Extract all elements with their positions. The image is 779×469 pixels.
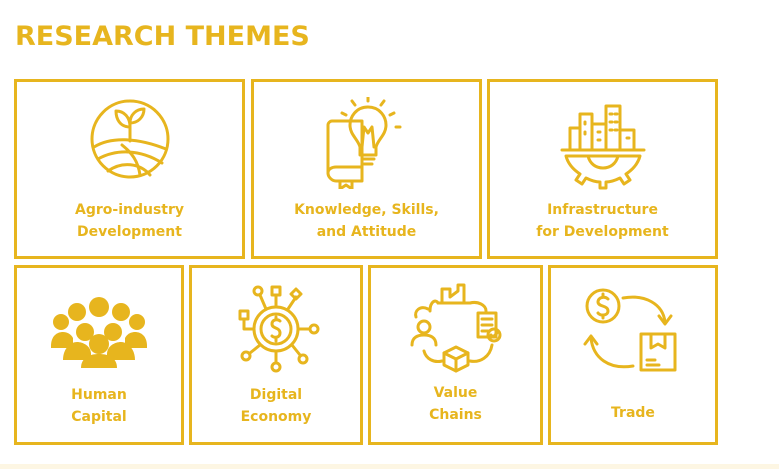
theme-card-human-capital[interactable]: Human Capital (14, 265, 184, 445)
theme-card-value-chains[interactable]: Value Chains (368, 265, 543, 445)
book-lightbulb-icon (326, 97, 401, 189)
theme-label-line: Infrastructure (547, 202, 658, 218)
theme-label-line: Trade (611, 405, 655, 421)
bottom-strip (0, 464, 779, 469)
theme-label-line: Agro-industry (75, 202, 184, 218)
farm-field-sprout-icon (90, 99, 169, 179)
theme-card-digital-economy[interactable]: Digital Economy (189, 265, 363, 445)
trade-exchange-icon (583, 288, 677, 372)
theme-label-line: Digital (249, 387, 303, 403)
theme-label-line: Capital (71, 409, 127, 425)
theme-card-knowledge-skills[interactable]: Knowledge, Skills, and Attitude (251, 79, 482, 259)
theme-card-infrastructure[interactable]: Infrastructure for Development (487, 79, 718, 259)
theme-label-line: Development (77, 224, 182, 240)
theme-label-line: Knowledge, Skills, (294, 202, 439, 218)
theme-label-line: Value (433, 385, 478, 401)
page-title: RESEARCH THEMES (15, 21, 310, 52)
theme-card-agro-industry[interactable]: Agro-industry Development (14, 79, 245, 259)
theme-label-line: for Development (536, 224, 669, 240)
theme-label-line: Human (71, 387, 127, 403)
theme-card-trade[interactable]: Trade (548, 265, 718, 445)
digital-coin-network-icon (238, 285, 320, 373)
theme-label-line: Economy (240, 409, 312, 425)
value-chain-cycle-icon (410, 283, 501, 373)
people-group-icon (51, 297, 147, 368)
city-gear-icon (560, 104, 645, 190)
theme-label-line: and Attitude (316, 224, 417, 240)
theme-label-line: Chains (429, 407, 482, 423)
